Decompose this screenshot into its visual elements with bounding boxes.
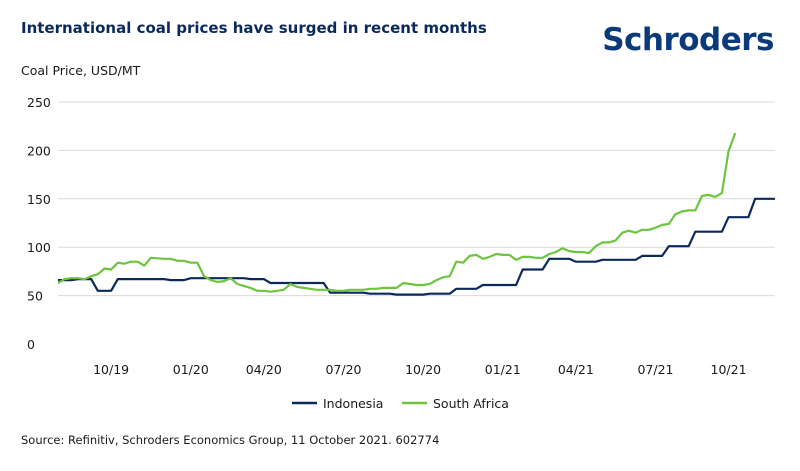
y-axis-ticks: 0 50 100 150 200 250 — [27, 95, 51, 352]
x-tick-label: 01/20 — [173, 362, 209, 377]
series-lines — [57, 132, 775, 296]
x-tick-label: 10/19 — [93, 362, 129, 377]
gridlines — [58, 101, 775, 297]
chart-title: International coal prices have surged in… — [21, 19, 487, 37]
y-axis-label: Coal Price, USD/MT — [21, 63, 141, 78]
series-line-indonesia — [58, 197, 775, 296]
legend-label: Indonesia — [323, 396, 383, 411]
schroders-logo: Schroders — [602, 22, 774, 58]
x-tick-label: 04/20 — [246, 362, 282, 377]
x-tick-label: 10/20 — [405, 362, 441, 377]
y-tick-label: 0 — [27, 337, 35, 352]
source-note: Source: Refinitiv, Schroders Economics G… — [21, 433, 440, 447]
x-tick-label: 01/21 — [485, 362, 521, 377]
x-axis-ticks: 10/19 01/20 04/20 07/20 10/20 01/21 04/21 07/21… — [93, 362, 746, 377]
y-tick-label: 150 — [27, 192, 51, 207]
y-tick-label: 100 — [27, 240, 51, 255]
legend: Indonesia South Africa — [292, 396, 509, 411]
y-tick-label: 250 — [27, 95, 51, 110]
y-tick-label: 200 — [27, 143, 51, 158]
series-line-south-africa — [57, 132, 737, 293]
legend-label: South Africa — [433, 396, 509, 411]
x-tick-label: 04/21 — [558, 362, 594, 377]
x-tick-label: 07/20 — [325, 362, 361, 377]
x-tick-label: 07/21 — [637, 362, 673, 377]
x-tick-label: 10/21 — [711, 362, 747, 377]
y-tick-label: 50 — [27, 289, 43, 304]
